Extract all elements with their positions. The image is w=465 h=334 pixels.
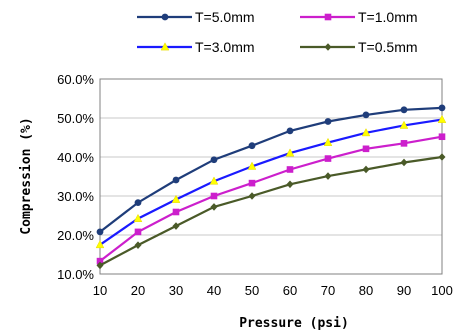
- y-tick-label: 30.0%: [57, 189, 94, 204]
- data-point: [172, 176, 180, 184]
- x-tick-label: 80: [359, 283, 373, 298]
- data-point: [96, 228, 104, 236]
- data-point: [133, 213, 143, 222]
- plot-border: [99, 78, 443, 275]
- x-tick-labels: 10 20 30 40 50 60 70 80 90 100: [93, 283, 453, 298]
- data-point: [172, 222, 180, 230]
- y-tick-label: 50.0%: [57, 111, 94, 126]
- legend-label: T=0.5mm: [358, 39, 418, 55]
- legend-marker: [160, 42, 170, 51]
- data-point: [362, 165, 370, 174]
- data-point: [248, 192, 256, 200]
- data-point: [210, 192, 218, 200]
- plot-frame: [99, 78, 443, 275]
- x-tick-label: 40: [207, 283, 221, 298]
- data-point: [134, 199, 142, 207]
- y-tick-label: 10.0%: [57, 267, 94, 282]
- data-point: [134, 228, 142, 236]
- x-tick-label: 100: [431, 283, 453, 298]
- legend: T=5.0mm T=1.0mm T=3.0mm T=0.5mm: [137, 9, 418, 55]
- series-line: [99, 106, 443, 233]
- data-point: [400, 158, 408, 167]
- data-point: [400, 140, 408, 147]
- data-point: [248, 179, 256, 187]
- data-point: [438, 153, 446, 161]
- data-point: [247, 161, 257, 170]
- x-tick-label: 10: [93, 283, 107, 298]
- series-t-1-0mm: [96, 133, 446, 265]
- data-point: [96, 257, 104, 265]
- data-point: [209, 176, 219, 185]
- x-tick-label: 20: [131, 283, 145, 298]
- legend-marker: [324, 43, 332, 51]
- data-point: [362, 111, 370, 119]
- series-t-5-0mm: [96, 104, 446, 236]
- legend-item: T=3.0mm: [137, 39, 255, 55]
- series-layer: [95, 104, 447, 270]
- legend-label: T=1.0mm: [358, 9, 418, 25]
- data-point: [324, 155, 332, 162]
- series-t-0-5mm: [96, 153, 446, 270]
- series-line: [99, 135, 443, 262]
- x-tick-label: 60: [283, 283, 297, 298]
- data-point: [248, 142, 256, 150]
- legend-item: T=5.0mm: [137, 9, 255, 25]
- x-axis-label: Pressure (psi): [239, 316, 349, 331]
- data-point: [134, 241, 142, 249]
- series-t-3-0mm: [95, 114, 447, 249]
- legend-item: T=1.0mm: [300, 9, 418, 25]
- data-point: [361, 128, 371, 137]
- data-point: [438, 104, 446, 112]
- y-axis-label: Compression (%): [19, 117, 34, 234]
- legend-label: T=5.0mm: [195, 9, 255, 25]
- data-point: [95, 240, 105, 249]
- y-tick-label: 20.0%: [57, 228, 94, 243]
- data-point: [362, 145, 370, 153]
- data-point: [438, 133, 446, 141]
- legend-marker: [324, 13, 332, 21]
- x-tick-label: 90: [397, 283, 411, 298]
- data-point: [171, 194, 181, 203]
- legend-item: T=0.5mm: [300, 39, 418, 55]
- data-point: [172, 208, 180, 216]
- data-point: [286, 127, 294, 135]
- data-point: [324, 118, 332, 125]
- y-tick-label: 40.0%: [57, 150, 94, 165]
- data-point: [286, 166, 294, 173]
- x-tick-label: 70: [321, 283, 335, 298]
- data-point: [286, 180, 294, 189]
- data-point: [400, 106, 408, 114]
- data-point: [323, 137, 333, 146]
- y-tick-labels: 10.0% 20.0% 30.0% 40.0% 50.0% 60.0%: [57, 72, 94, 282]
- legend-marker: [161, 13, 169, 21]
- data-point: [210, 203, 218, 211]
- data-point: [437, 114, 447, 123]
- y-tick-label: 60.0%: [57, 72, 94, 87]
- data-point: [210, 156, 218, 164]
- series-line: [99, 155, 443, 267]
- data-point: [96, 261, 104, 270]
- x-tick-label: 50: [245, 283, 259, 298]
- series-line: [99, 118, 443, 246]
- data-point: [399, 120, 409, 129]
- data-point: [285, 148, 295, 157]
- x-tick-label: 30: [169, 283, 183, 298]
- data-point: [324, 172, 332, 180]
- legend-label: T=3.0mm: [195, 39, 255, 55]
